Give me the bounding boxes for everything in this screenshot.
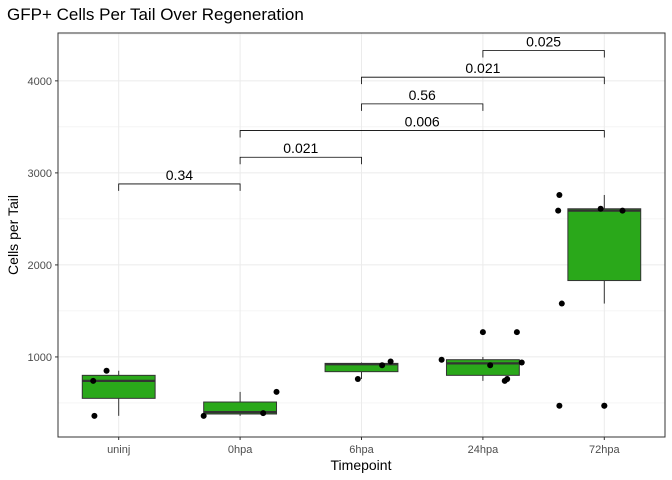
- box-0hpa: [203, 401, 278, 415]
- data-point: [558, 300, 565, 307]
- y-axis-title: Cells per Tail: [5, 195, 21, 275]
- data-point: [518, 359, 525, 366]
- data-point: [90, 377, 97, 384]
- y-tick-label: 1000: [28, 352, 52, 364]
- x-tick-label: 24hpa: [468, 444, 499, 456]
- comparison-bracket: [361, 76, 605, 85]
- comparison-bracket: [361, 103, 484, 111]
- comparison-bracket: [239, 130, 605, 138]
- data-point: [200, 412, 207, 419]
- p-value-label: 0.006: [405, 114, 440, 130]
- data-point: [556, 402, 563, 409]
- data-point: [91, 412, 98, 419]
- data-point: [597, 205, 604, 212]
- data-point: [354, 376, 361, 383]
- data-point: [504, 376, 511, 383]
- data-point: [260, 410, 267, 417]
- x-axis-title: Timepoint: [331, 457, 392, 473]
- data-point: [601, 402, 608, 409]
- x-tick-label: uninj: [107, 444, 130, 456]
- data-point: [379, 362, 386, 369]
- y-tick-label: 2000: [28, 260, 52, 272]
- p-value-label: 0.025: [526, 33, 561, 49]
- comparison-bracket: [118, 183, 241, 191]
- y-tick-label: 4000: [28, 76, 52, 88]
- y-tick-label: 3000: [28, 168, 52, 180]
- data-point: [513, 329, 520, 336]
- data-point: [479, 329, 486, 336]
- x-tick-label: 6hpa: [349, 444, 374, 456]
- data-point: [555, 207, 562, 214]
- box-72hpa: [567, 208, 642, 282]
- comparison-bracket: [482, 50, 605, 58]
- p-value-label: 0.34: [166, 167, 193, 183]
- comparison-bracket: [239, 156, 362, 165]
- plot-panel: 0.34 0.021 0.006 0.56 0.021 0.025 1000 2000 3000…: [28, 32, 666, 456]
- p-value-label: 0.021: [283, 140, 318, 156]
- x-tick-label: 0hpa: [228, 444, 253, 456]
- data-point: [556, 191, 563, 198]
- x-tick-label: 72hpa: [589, 444, 620, 456]
- box-24hpa: [445, 359, 520, 376]
- data-point: [387, 358, 394, 365]
- data-point: [619, 207, 626, 214]
- data-point: [103, 367, 110, 374]
- data-point: [487, 362, 494, 369]
- p-value-label: 0.021: [465, 60, 500, 76]
- chart-title: GFP+ Cells Per Tail Over Regeneration: [7, 5, 304, 24]
- data-point: [438, 356, 445, 363]
- data-point: [273, 388, 280, 395]
- p-value-label: 0.56: [409, 87, 436, 103]
